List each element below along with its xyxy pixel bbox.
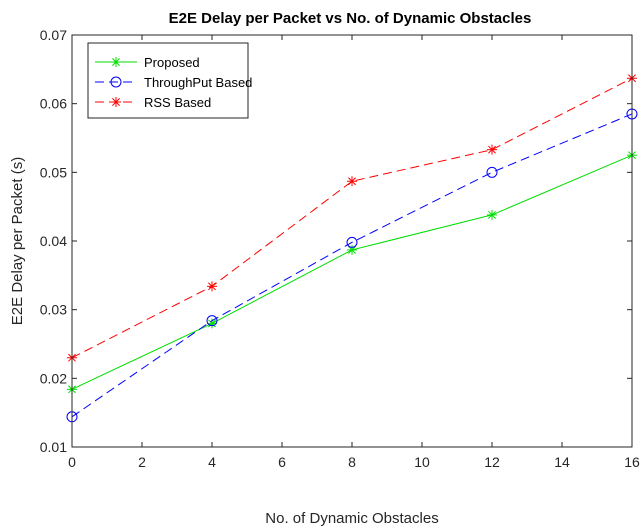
x-tick-label: 0 [68, 454, 76, 470]
y-tick-label: 0.07 [40, 27, 67, 43]
y-tick-label: 0.02 [40, 370, 67, 386]
legend-box [87, 42, 249, 119]
x-tick-label: 8 [348, 454, 356, 470]
legend-entry: ThroughPut Based [95, 75, 252, 90]
legend-entry: RSS Based [95, 95, 211, 110]
data-point [487, 209, 497, 220]
y-tick-label: 0.01 [40, 439, 67, 455]
y-tick-label: 0.04 [40, 233, 67, 249]
legend-entry: Proposed [95, 55, 200, 70]
x-tick-label: 16 [624, 454, 640, 470]
y-tick-label: 0.06 [40, 96, 67, 112]
legend: Proposed ThroughPut Based RSS Based [87, 42, 252, 119]
data-point [207, 281, 217, 292]
data-point [347, 176, 357, 187]
y-axis-label: E2E Delay per Packet (s) [9, 157, 26, 325]
y-tick-label: 0.03 [40, 302, 67, 318]
x-axis-label: No. of Dynamic Obstacles [265, 510, 438, 527]
chart-title: E2E Delay per Packet vs No. of Dynamic O… [169, 10, 532, 27]
data-point [486, 166, 498, 178]
x-tick-label: 2 [138, 454, 146, 470]
x-tick-label: 14 [554, 454, 570, 470]
data-point [111, 97, 121, 107]
legend-label: RSS Based [144, 95, 211, 110]
legend-label: ThroughPut Based [144, 75, 252, 90]
x-tick-label: 10 [414, 454, 430, 470]
data-point [206, 315, 218, 327]
data-point [347, 244, 357, 255]
legend-label: Proposed [144, 55, 200, 70]
x-tick-label: 12 [484, 454, 500, 470]
y-tick-label: 0.05 [40, 164, 67, 180]
series-line [71, 77, 633, 359]
x-tick-label: 4 [208, 454, 216, 470]
plot-frame [71, 34, 633, 448]
data-point [207, 318, 217, 329]
data-point [111, 57, 121, 67]
x-tick-label: 6 [278, 454, 286, 470]
data-point [110, 76, 122, 88]
data-point [346, 236, 358, 248]
data-point [487, 144, 497, 155]
series-line [71, 113, 633, 418]
